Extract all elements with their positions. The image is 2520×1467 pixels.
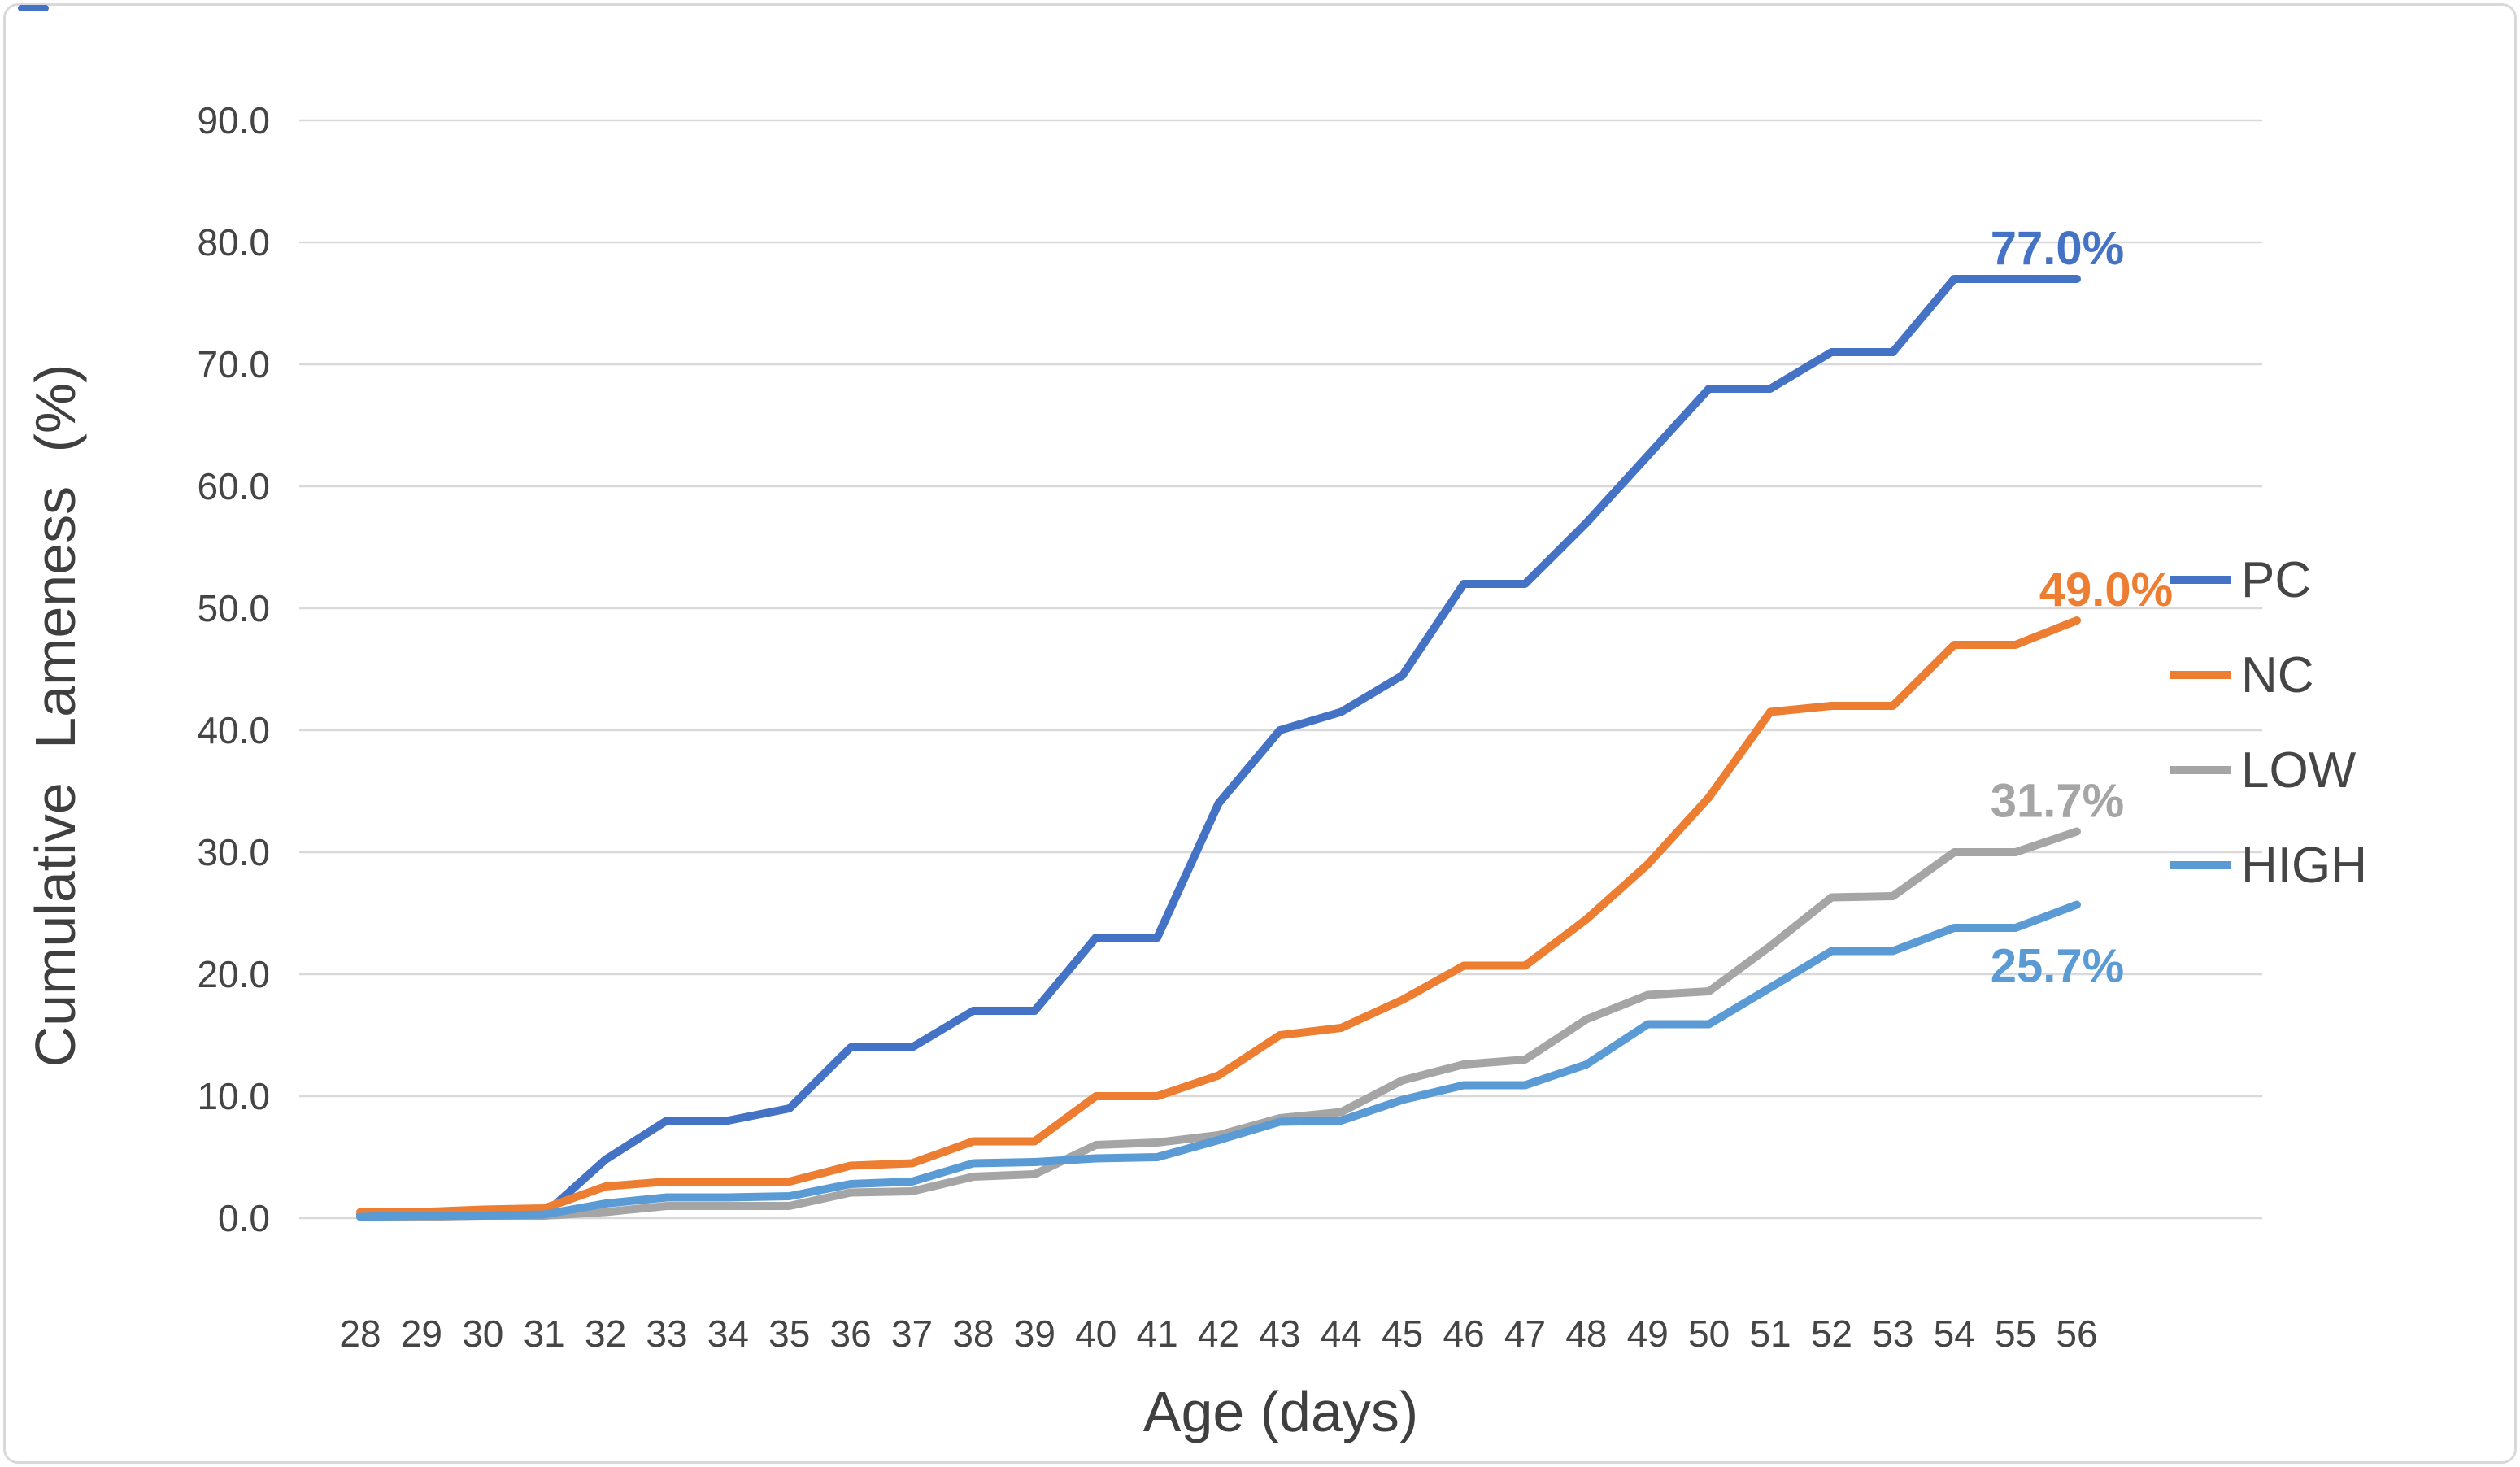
end-label-nc: 49.0% [2039, 564, 2173, 616]
x-tick-label-38: 38 [952, 1312, 994, 1355]
series-line-nc [356, 616, 2081, 1217]
x-axis-title: Age (days) [1143, 1380, 1418, 1443]
y-tick-label: 10.0 [197, 1075, 270, 1117]
x-tick-label-56: 56 [2056, 1312, 2097, 1355]
x-tick-label-47: 47 [1504, 1312, 1546, 1355]
x-tick-label-42: 42 [1198, 1312, 1239, 1355]
x-tick-label-52: 52 [1811, 1312, 1852, 1355]
end-label-low: 31.7% [1991, 775, 2124, 828]
end-label-pc: 77.0% [1991, 222, 2124, 275]
gridlines [299, 119, 2262, 1220]
x-tick-label-40: 40 [1075, 1312, 1116, 1355]
series-line-high [356, 900, 2081, 1221]
legend-item-pc: PC [2170, 552, 2311, 608]
y-tick-label: 30.0 [197, 831, 270, 873]
y-axis-tick-labels: 0.0 10.0 20.0 30.0 40.0 50.0 60.0 70.0 80.0 90.0 [197, 99, 270, 1239]
corner-artifact-mark [18, 5, 49, 11]
x-tick-label-29: 29 [401, 1312, 442, 1355]
y-tick-label: 80.0 [197, 221, 270, 263]
x-tick-label-31: 31 [524, 1312, 565, 1355]
legend-item-nc: NC [2170, 647, 2314, 703]
end-label-high: 25.7% [1991, 940, 2124, 993]
y-tick-label: 90.0 [197, 99, 270, 141]
x-tick-label-50: 50 [1688, 1312, 1730, 1355]
x-tick-label-46: 46 [1443, 1312, 1484, 1355]
x-tick-label-53: 53 [1872, 1312, 1913, 1355]
y-tick-label: 40.0 [197, 709, 270, 751]
x-tick-label-35: 35 [768, 1312, 810, 1355]
series-line-low [356, 827, 2081, 1221]
y-tick-label: 0.0 [218, 1197, 270, 1239]
series-end-labels: 77.0% 49.0% 31.7% 25.7% [1991, 222, 2173, 993]
x-tick-label-48: 48 [1565, 1312, 1607, 1355]
legend-item-low: LOW [2170, 742, 2357, 799]
y-tick-label: 20.0 [197, 953, 270, 995]
x-tick-label-28: 28 [339, 1312, 381, 1355]
x-tick-label-37: 37 [891, 1312, 933, 1355]
legend-label-high: HIGH [2241, 838, 2367, 894]
x-tick-label-34: 34 [707, 1312, 749, 1355]
legend-label-nc: NC [2241, 647, 2314, 703]
y-tick-label: 70.0 [197, 343, 270, 385]
x-tick-label-41: 41 [1137, 1312, 1178, 1355]
x-tick-label-43: 43 [1259, 1312, 1300, 1355]
legend-label-pc: PC [2241, 552, 2311, 608]
x-tick-label-55: 55 [1995, 1312, 2036, 1355]
x-tick-label-44: 44 [1321, 1312, 1362, 1355]
x-tick-label-36: 36 [830, 1312, 872, 1355]
y-tick-label: 50.0 [197, 587, 270, 629]
legend: PC NC LOW HIGH [2170, 552, 2367, 894]
x-tick-label-51: 51 [1749, 1312, 1791, 1355]
x-tick-label-39: 39 [1014, 1312, 1055, 1355]
x-tick-label-54: 54 [1934, 1312, 1975, 1355]
legend-label-low: LOW [2241, 742, 2357, 799]
series-line-pc [356, 275, 2081, 1219]
x-tick-label-45: 45 [1382, 1312, 1423, 1355]
x-tick-label-30: 30 [462, 1312, 503, 1355]
series-lines [356, 275, 2081, 1221]
x-tick-label-33: 33 [646, 1312, 687, 1355]
x-tick-label-32: 32 [585, 1312, 626, 1355]
y-axis-title: Cumulative Lameness (%) [24, 364, 87, 1068]
legend-item-high: HIGH [2170, 838, 2367, 894]
y-tick-label: 60.0 [197, 465, 270, 507]
x-tick-label-49: 49 [1627, 1312, 1669, 1355]
x-axis-tick-labels: 28 29 30 31 32 33 34 35 36 37 38 39 40 41 42 43 44 45 46 47… [339, 1312, 2097, 1355]
